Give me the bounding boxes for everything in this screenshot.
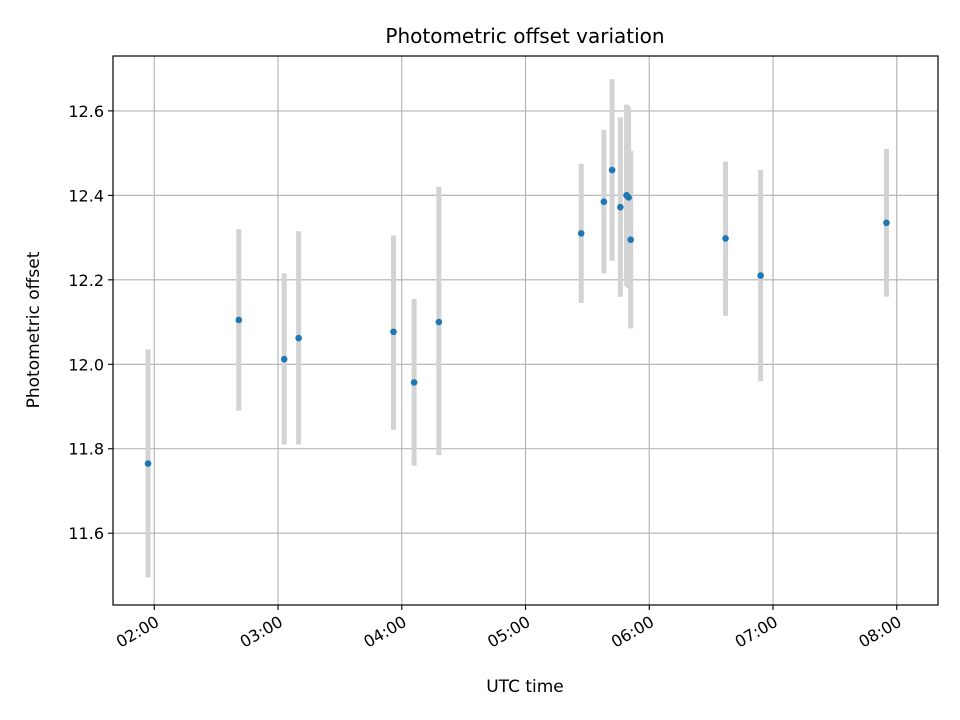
data-point	[390, 328, 397, 336]
data-point	[722, 235, 729, 242]
data-point	[295, 334, 302, 342]
data-point	[625, 194, 632, 201]
data-point	[235, 316, 243, 324]
y-tick-label: 12.6	[68, 102, 104, 121]
y-tick-label: 11.8	[68, 440, 104, 459]
data-point	[757, 272, 764, 279]
y-tick-label: 12.2	[68, 271, 104, 290]
data-point	[410, 379, 418, 386]
data-point	[883, 219, 890, 227]
y-tick-label: 12.0	[68, 355, 104, 374]
data-point	[617, 203, 624, 211]
y-axis-label: Photometric offset	[24, 251, 44, 408]
x-axis-label: UTC time	[486, 677, 564, 697]
data-point	[627, 236, 634, 244]
grid	[113, 56, 938, 605]
chart-title: Photometric offset variation	[385, 24, 664, 48]
data-point	[144, 460, 152, 467]
data-point	[280, 355, 288, 363]
y-tick-label: 11.6	[68, 524, 104, 543]
data-point	[577, 230, 585, 237]
data-point	[435, 318, 443, 326]
data-point	[600, 198, 608, 205]
y-tick-label: 12.4	[68, 186, 104, 205]
data-point	[608, 166, 616, 174]
y-axis-ticks: 11.6 11.8 12.0 12.2 12.4 12.6	[68, 102, 113, 543]
data-points	[144, 166, 890, 467]
